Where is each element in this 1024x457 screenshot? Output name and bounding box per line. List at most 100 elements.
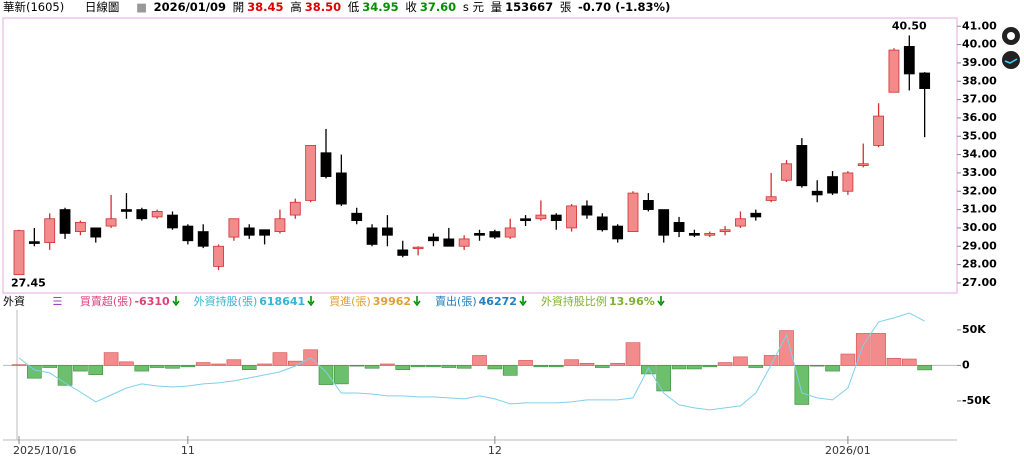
candle-body xyxy=(735,218,746,227)
arrow xyxy=(172,296,180,307)
bar xyxy=(748,365,764,368)
candle-body xyxy=(673,222,685,232)
candle-body xyxy=(781,163,792,181)
y-tick-label: 40.00 xyxy=(962,38,997,51)
legend-value: -6310 xyxy=(134,295,170,308)
candle-body xyxy=(581,205,593,216)
bar xyxy=(195,362,211,366)
bar xyxy=(165,365,180,369)
candle-body xyxy=(443,238,455,247)
candle-body xyxy=(412,246,424,250)
candle-body xyxy=(612,225,624,240)
y-tick-label: 32.00 xyxy=(962,184,997,197)
down-arrow xyxy=(172,296,180,307)
candle-body xyxy=(75,222,86,232)
candle-body xyxy=(627,192,639,232)
y-tick-label: 36.00 xyxy=(962,111,997,124)
bar xyxy=(548,365,564,368)
high: 38.50 xyxy=(304,0,342,14)
low: 34.95 xyxy=(362,0,399,14)
bar xyxy=(57,365,73,386)
bar xyxy=(88,365,104,375)
candle-body xyxy=(903,46,915,75)
bar xyxy=(855,333,871,366)
legend-value: 618641 xyxy=(259,295,306,308)
candle-body xyxy=(182,225,194,242)
bar xyxy=(763,355,779,366)
menu-icon[interactable]: ☰ xyxy=(52,295,63,308)
bar xyxy=(226,359,242,366)
low-annotation: 27.45 xyxy=(11,277,46,290)
candle-body xyxy=(704,233,716,236)
bar xyxy=(119,361,134,366)
candle-body xyxy=(167,214,178,229)
chart-icon xyxy=(1002,51,1020,69)
candle-body xyxy=(550,214,562,221)
close-label: 收 xyxy=(405,0,417,14)
candle-body xyxy=(213,245,224,267)
y-tick-label: 37.00 xyxy=(962,93,997,106)
legend-name: 外資持股比例 xyxy=(540,295,607,308)
y-tick-label: 34.00 xyxy=(962,148,997,161)
legend-name: 買賣超(張) xyxy=(79,295,133,308)
y-tick-label: -50K xyxy=(962,394,991,407)
candle-body xyxy=(535,214,547,220)
candle-body xyxy=(59,209,71,234)
candle-body xyxy=(842,172,854,192)
bar xyxy=(472,355,487,366)
x-tick-label: 12 xyxy=(488,444,502,457)
volume: 153667 xyxy=(505,0,554,14)
candle-body xyxy=(658,209,670,236)
bar xyxy=(671,365,687,370)
legend-value: 39962 xyxy=(372,295,412,308)
y-tick-label: 41.00 xyxy=(962,19,997,32)
legend-value: 13.96% xyxy=(608,295,655,308)
bar xyxy=(364,365,380,369)
candle-body xyxy=(642,200,654,210)
line xyxy=(18,312,925,411)
bar xyxy=(349,365,365,367)
main-frame xyxy=(2,17,958,294)
candle-body xyxy=(121,209,132,212)
candle-body xyxy=(335,172,347,205)
candle-body xyxy=(458,238,470,247)
bar xyxy=(272,352,288,366)
candle-body xyxy=(228,218,240,238)
candle-body xyxy=(827,176,838,194)
y-tick-label: 35.00 xyxy=(962,129,997,142)
bar xyxy=(211,363,226,366)
bar xyxy=(733,356,748,366)
candle-body xyxy=(136,209,148,220)
arrow xyxy=(657,296,665,307)
bar xyxy=(579,362,595,366)
chart-icon-line xyxy=(1004,58,1018,64)
bar xyxy=(441,365,457,368)
x-tick-label: 2026/01 xyxy=(825,444,871,457)
y-tick-label: 38.00 xyxy=(962,74,997,87)
bar xyxy=(656,365,672,392)
legend-value: 46272 xyxy=(478,295,517,308)
candle-body xyxy=(105,218,117,227)
arrow xyxy=(413,296,421,307)
y-tick-label: 31.00 xyxy=(962,203,997,216)
candle-body xyxy=(888,49,900,93)
candle-body xyxy=(243,227,255,236)
y-tick-label: 0 xyxy=(962,358,970,371)
bar xyxy=(287,360,303,366)
bar xyxy=(241,365,257,370)
bar xyxy=(27,365,42,379)
bar xyxy=(303,349,318,366)
x-tick-label: 2025/10/16 xyxy=(13,444,76,457)
legend-name: 賣出(張) xyxy=(435,295,477,308)
y-tick-label: 30.00 xyxy=(962,221,997,234)
x-tick-label: 11 xyxy=(181,444,195,457)
bar xyxy=(395,365,411,370)
bar xyxy=(257,363,272,366)
candle-body xyxy=(489,231,501,238)
candle-body xyxy=(474,233,485,236)
bar xyxy=(886,357,902,366)
arrow xyxy=(519,296,527,307)
candle-body xyxy=(811,190,823,196)
